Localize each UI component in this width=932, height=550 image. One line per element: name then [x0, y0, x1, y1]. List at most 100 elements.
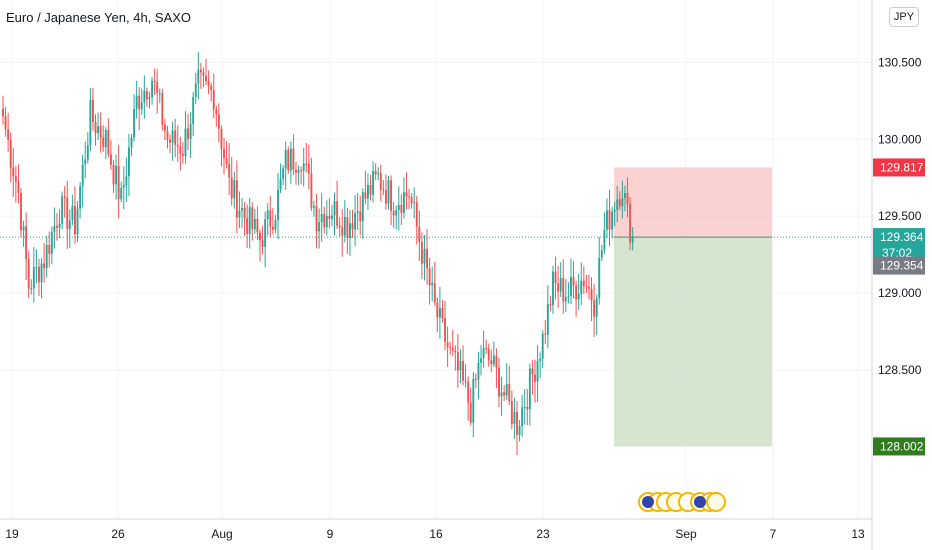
- candle-body: [259, 232, 261, 241]
- candle-body: [112, 164, 115, 185]
- candle-body: [50, 231, 53, 254]
- candle-body: [158, 93, 161, 95]
- candle-body: [577, 294, 580, 300]
- candle-body: [14, 176, 17, 183]
- candle-body: [567, 295, 570, 298]
- candle-body: [161, 93, 164, 125]
- candle-body: [68, 220, 71, 229]
- candle-body: [426, 248, 428, 269]
- take-profit-zone[interactable]: [614, 237, 772, 447]
- bar-countdown: 37:02: [882, 246, 912, 260]
- candle-body: [554, 271, 557, 284]
- candle-body: [413, 202, 416, 204]
- candle-body: [546, 304, 549, 335]
- candle-body: [225, 158, 228, 164]
- candle-body: [94, 121, 97, 133]
- candle-body: [179, 146, 182, 154]
- candle-body: [372, 170, 375, 195]
- candle-body: [559, 278, 562, 292]
- candle-body: [279, 178, 282, 190]
- candle-body: [495, 355, 498, 368]
- candle-body: [127, 147, 130, 177]
- candle-body: [528, 368, 531, 410]
- candle-body: [369, 185, 372, 195]
- candle-body: [600, 250, 603, 258]
- candle-body: [552, 271, 554, 306]
- eu-flag-icon: [642, 496, 654, 508]
- candle-body: [397, 204, 400, 211]
- candle-body: [99, 126, 102, 138]
- long-position-zones[interactable]: [614, 167, 772, 447]
- candle-body: [516, 411, 518, 435]
- candle-body: [534, 374, 536, 382]
- candle-body: [377, 173, 380, 175]
- candle-body: [456, 352, 459, 371]
- candle-body: [477, 362, 480, 380]
- candle-body: [431, 283, 434, 286]
- time-tick-label: Sep: [675, 527, 697, 541]
- candle-body: [400, 204, 403, 213]
- time-tick-label: 13: [851, 527, 865, 541]
- candle-body: [151, 80, 154, 97]
- candle-body: [320, 213, 323, 223]
- candle-body: [176, 144, 179, 147]
- candle-body: [63, 196, 66, 198]
- candle-body: [169, 139, 171, 143]
- event-markers[interactable]: [638, 492, 726, 512]
- candle-body: [626, 193, 629, 205]
- candle-body: [163, 124, 166, 132]
- candle-body: [539, 358, 542, 361]
- candle-body: [523, 406, 526, 408]
- candle-body: [310, 173, 313, 208]
- candle-body: [199, 69, 202, 73]
- price-axis[interactable]: 128.500 129.000 129.500 130.000 130.500: [878, 55, 922, 376]
- candle-body: [382, 189, 385, 191]
- candle-body: [374, 170, 377, 175]
- currency-button[interactable]: JPY: [889, 7, 919, 27]
- candle-body: [220, 128, 223, 149]
- candle-body: [420, 241, 423, 264]
- candle-body: [364, 192, 367, 199]
- candle-body: [341, 227, 344, 236]
- candle-body: [613, 210, 616, 212]
- time-axis[interactable]: 19 26 Aug 9 16 23 Sep 7 13: [5, 527, 865, 541]
- prev-price-badge-bg: [873, 256, 925, 275]
- candle-body: [590, 288, 593, 301]
- candle-body: [387, 180, 390, 204]
- stop-price-badge: 129.817: [880, 160, 924, 174]
- candle-body: [541, 333, 544, 359]
- candle-body: [215, 109, 218, 115]
- candle-body: [271, 226, 274, 230]
- candle-body: [428, 268, 431, 286]
- candle-body: [331, 215, 333, 219]
- candle-body: [122, 185, 125, 188]
- candle-body: [438, 307, 441, 318]
- candle-body: [253, 218, 256, 230]
- candle-body: [61, 196, 64, 224]
- candle-body: [79, 186, 82, 209]
- candle-body: [223, 148, 225, 159]
- candle-body: [570, 277, 572, 296]
- candle-body: [531, 368, 534, 375]
- candle-body: [313, 206, 315, 208]
- candle-body: [336, 201, 339, 226]
- candle-body: [120, 187, 123, 200]
- candle-body: [27, 259, 30, 289]
- candle-body: [274, 220, 277, 230]
- candle-body: [56, 225, 58, 228]
- candle-body: [38, 266, 40, 283]
- eu-flag-icon: [694, 496, 706, 508]
- candle-body: [433, 283, 436, 303]
- candle-body: [89, 99, 92, 146]
- candle-body: [241, 208, 243, 211]
- candle-body: [510, 401, 513, 424]
- economic-event-marker[interactable]: [706, 492, 726, 512]
- candle-body: [230, 177, 233, 199]
- candle-body: [598, 257, 601, 299]
- candle-body: [192, 96, 195, 125]
- candle-body: [233, 180, 236, 199]
- candle-body: [593, 300, 596, 317]
- candle-body: [564, 297, 567, 302]
- stop-loss-zone[interactable]: [614, 167, 772, 238]
